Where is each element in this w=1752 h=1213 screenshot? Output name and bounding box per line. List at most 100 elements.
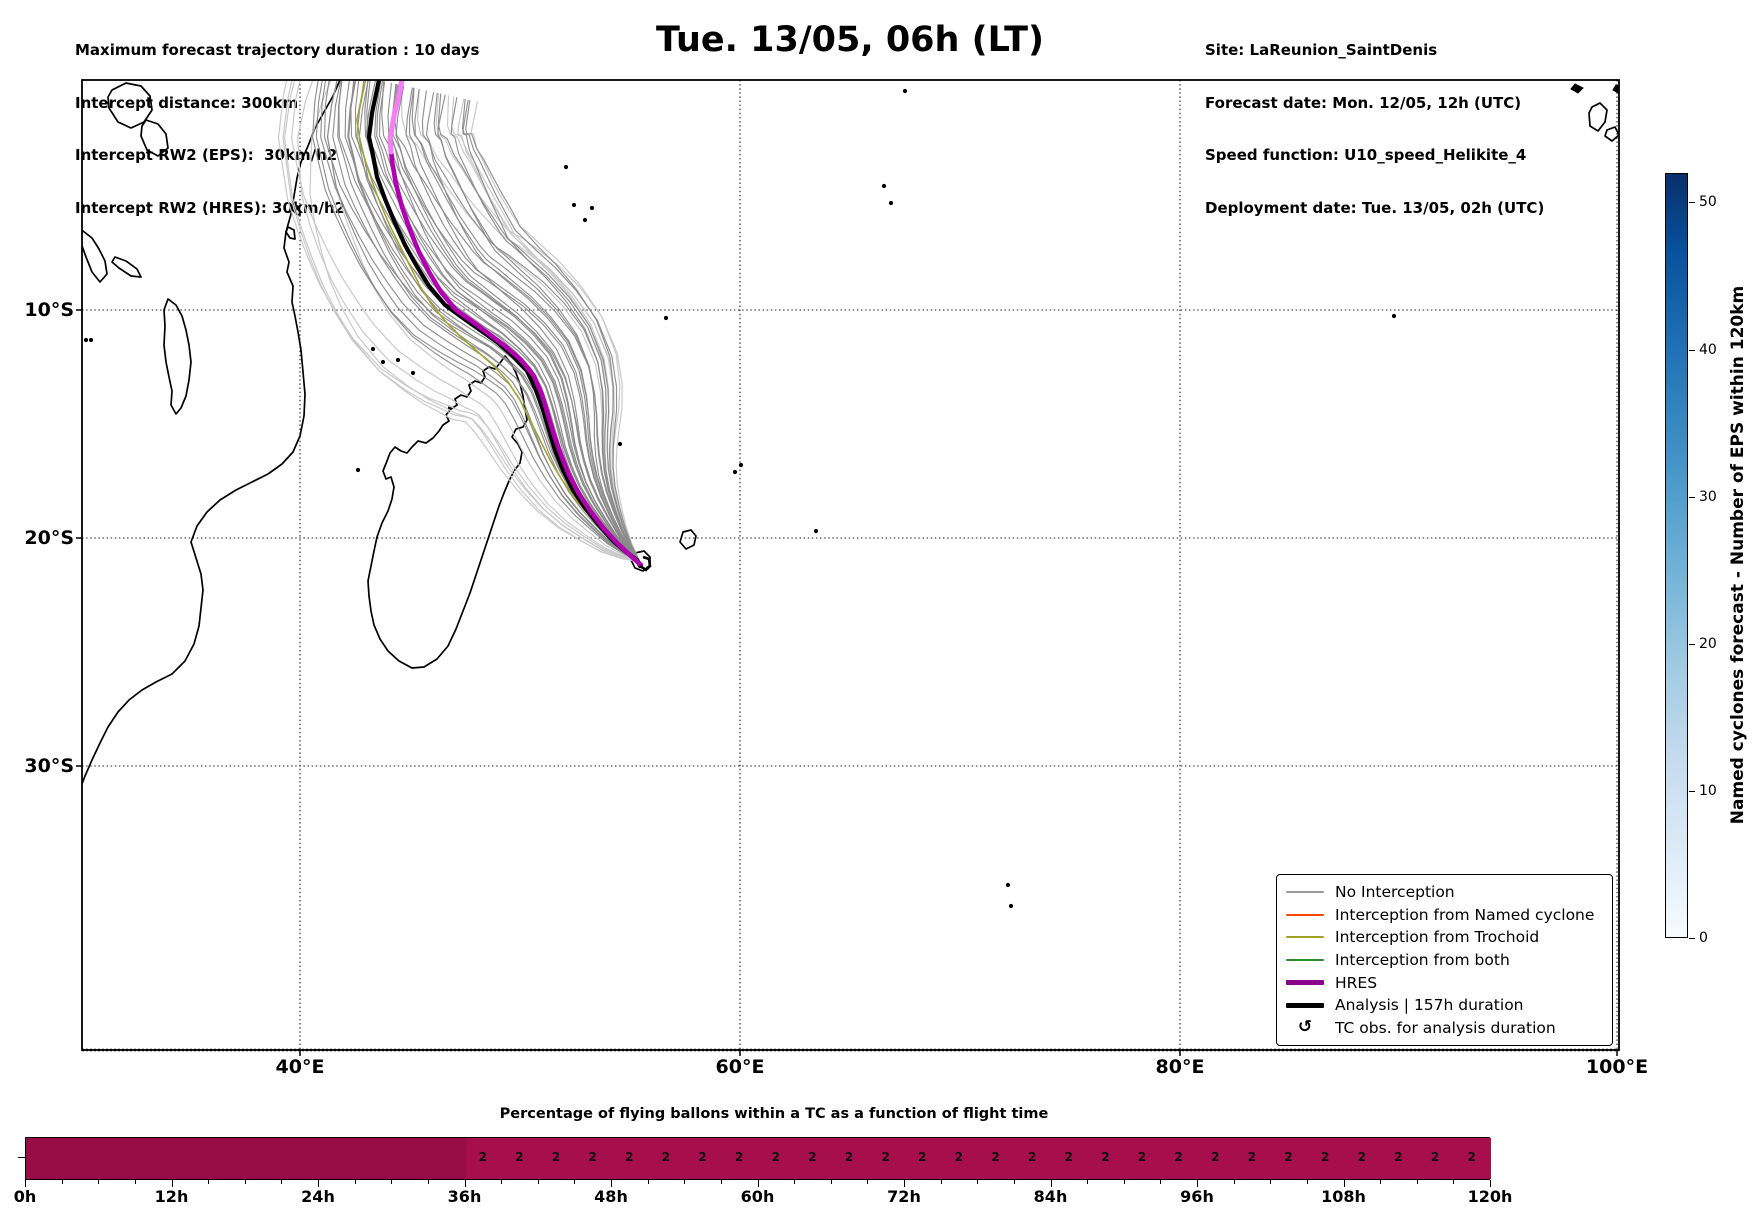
- balloon-percent-label: 2: [478, 1150, 487, 1164]
- intercept-distance-line: Intercept distance: 300km: [75, 93, 299, 112]
- small-island-dot: [617, 441, 623, 447]
- map-content: [82, 80, 1619, 1050]
- balloon-axis-tick: [1050, 1180, 1052, 1187]
- legend-row: Interception from both: [1285, 949, 1604, 971]
- hres-trajectory-early-segment: [387, 80, 405, 155]
- coastline-lake_tanganyika: [82, 230, 108, 283]
- balloon-axis-tick: [867, 1180, 869, 1184]
- tc-obs-icon: ↺: [1297, 1017, 1313, 1038]
- coastline-lake_malawi: [163, 298, 192, 415]
- eps-member-no-interception: [277, 80, 641, 563]
- colorbar-tick: [1689, 202, 1695, 204]
- map-legend: No Interception Interception from Named c…: [1276, 874, 1613, 1046]
- hres-trajectory: [387, 80, 644, 568]
- balloon-axis-tick: [98, 1180, 100, 1184]
- balloon-axis-tick: [574, 1180, 576, 1184]
- balloon-hour-label: 72h: [887, 1187, 921, 1206]
- eps-member-no-interception: [405, 87, 641, 563]
- balloon-percent-label: 2: [881, 1150, 890, 1164]
- eps-member-no-interception: [437, 94, 641, 563]
- coastline-sumatra_b: [1604, 126, 1619, 142]
- balloon-axis-tick: [1380, 1180, 1382, 1184]
- latitude-tick-label: 30°S: [24, 755, 74, 777]
- balloon-percent-label: 2: [625, 1150, 634, 1164]
- eps-member-no-interception: [414, 88, 641, 563]
- small-island-dot: [1008, 903, 1014, 909]
- legend-row: Analysis | 157h duration: [1285, 994, 1604, 1016]
- balloon-percent-label: 2: [1357, 1150, 1366, 1164]
- balloon-axis-tick: [427, 1180, 429, 1184]
- balloon-axis-tick: [1453, 1180, 1455, 1184]
- balloon-percent-label: 2: [844, 1150, 854, 1164]
- balloon-axis-tick: [25, 1180, 26, 1187]
- small-island-dot: [813, 528, 819, 534]
- small-island-dot: [410, 370, 416, 376]
- balloon-percent-label: 2: [1394, 1150, 1403, 1164]
- balloon-percent-label: 2: [1174, 1150, 1183, 1164]
- balloon-percent-label: 2: [918, 1150, 927, 1164]
- colorbar-tick: [1689, 349, 1695, 351]
- balloon-axis-tick: [1416, 1180, 1418, 1184]
- eps-member-no-interception: [283, 80, 641, 563]
- eps-member-no-interception: [297, 80, 641, 563]
- small-island-dot: [380, 359, 386, 365]
- legend-line-sample: [1285, 913, 1325, 916]
- eps-member-no-interception: [421, 90, 641, 563]
- balloon-axis-tick: [611, 1180, 612, 1187]
- colorbar-tick-label: 10: [1699, 782, 1717, 799]
- longitude-tick-label: 60°E: [715, 1056, 765, 1078]
- balloon-percent-label: 2: [515, 1150, 524, 1164]
- balloon-axis-tick: [977, 1180, 979, 1184]
- balloon-hour-label: 36h: [447, 1187, 482, 1206]
- balloon-axis-tick: [1490, 1180, 1491, 1187]
- legend-row: ↺ TC obs. for analysis duration: [1285, 1017, 1604, 1039]
- balloon-percent-label: 2: [771, 1150, 780, 1164]
- colorbar-tick-label: 40: [1699, 341, 1717, 358]
- balloon-bar-pre36h: [26, 1138, 466, 1179]
- eps-member-no-interception: [450, 97, 641, 563]
- speed-function-line: Speed function: U10_speed_Helikite_4: [1205, 146, 1527, 164]
- balloon-percent-label: 2: [1028, 1150, 1037, 1164]
- small-island-dot: [355, 467, 361, 473]
- small-island-dot: [1005, 882, 1011, 888]
- latitude-tick-label: 20°S: [24, 527, 74, 549]
- balloon-axis-tick: [1013, 1180, 1015, 1184]
- colorbar-gradient: [1665, 173, 1688, 938]
- balloon-percent-label: 2: [1247, 1150, 1257, 1164]
- eps-member-no-interception: [411, 87, 641, 563]
- balloon-bar-post36h: [465, 1138, 1491, 1179]
- eps-member-no-interception: [408, 87, 641, 563]
- small-island-dot: [902, 88, 908, 94]
- legend-label: HRES: [1335, 973, 1378, 992]
- balloon-axis-tick: [134, 1180, 136, 1184]
- balloon-axis-tick: [464, 1180, 466, 1187]
- small-island-dot: [738, 462, 744, 468]
- balloon-axis-tick: [171, 1180, 173, 1187]
- balloon-percent-label: 2: [735, 1150, 744, 1164]
- balloon-axis-tick: [318, 1180, 319, 1187]
- eps-member-no-interception: [435, 93, 641, 563]
- eps-member-no-interception: [374, 80, 641, 563]
- balloon-axis-tick: [1306, 1180, 1308, 1184]
- legend-line-sample: [1285, 958, 1325, 961]
- balloon-chart-title: Percentage of flying ballons within a TC…: [499, 1106, 1049, 1122]
- balloon-axis-tick: [830, 1180, 832, 1184]
- coastline-pemba: [285, 226, 296, 240]
- balloon-axis-tick: [904, 1180, 905, 1187]
- eps-member-no-interception: [437, 93, 641, 563]
- balloon-percent-label: 2: [698, 1150, 707, 1164]
- longitude-tick-label: 100°E: [1585, 1056, 1649, 1078]
- balloon-axis-tick: [1343, 1180, 1345, 1187]
- longitude-tick-label: 40°E: [275, 1056, 325, 1078]
- small-island-dot: [563, 164, 569, 170]
- balloon-axis-tick: [684, 1180, 686, 1184]
- balloon-hour-label: 24h: [301, 1187, 335, 1206]
- small-island-dot: [1391, 313, 1397, 319]
- small-island-dot: [83, 337, 89, 343]
- legend-label: No Interception: [1335, 883, 1455, 902]
- eps-member-no-interception: [326, 80, 641, 563]
- legend-row: No Interception: [1285, 881, 1604, 903]
- colorbar-tick-label: 0: [1699, 930, 1708, 946]
- eps-member-no-interception: [395, 85, 641, 563]
- max-duration-line: Maximum forecast trajectory duration : 1…: [75, 41, 480, 59]
